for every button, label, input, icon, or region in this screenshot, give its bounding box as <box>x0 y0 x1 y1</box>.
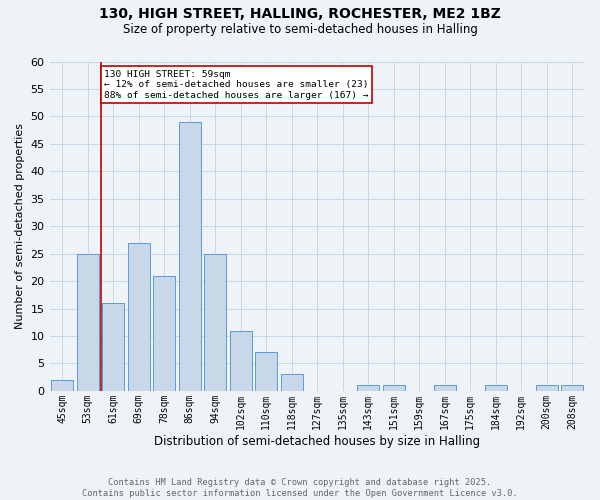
Bar <box>77 254 98 391</box>
Bar <box>256 352 277 391</box>
Bar <box>154 276 175 391</box>
Y-axis label: Number of semi-detached properties: Number of semi-detached properties <box>15 123 25 329</box>
Text: Contains HM Land Registry data © Crown copyright and database right 2025.
Contai: Contains HM Land Registry data © Crown c… <box>82 478 518 498</box>
Bar <box>434 386 455 391</box>
Bar <box>485 386 506 391</box>
Bar <box>230 330 251 391</box>
X-axis label: Distribution of semi-detached houses by size in Halling: Distribution of semi-detached houses by … <box>154 434 481 448</box>
Bar <box>128 242 149 391</box>
Bar <box>103 303 124 391</box>
Bar <box>52 380 73 391</box>
Text: Size of property relative to semi-detached houses in Halling: Size of property relative to semi-detach… <box>122 22 478 36</box>
Bar <box>358 386 379 391</box>
Text: 130, HIGH STREET, HALLING, ROCHESTER, ME2 1BZ: 130, HIGH STREET, HALLING, ROCHESTER, ME… <box>99 8 501 22</box>
Bar <box>536 386 557 391</box>
Text: 130 HIGH STREET: 59sqm
← 12% of semi-detached houses are smaller (23)
88% of sem: 130 HIGH STREET: 59sqm ← 12% of semi-det… <box>104 70 369 100</box>
Bar <box>179 122 200 391</box>
Bar <box>383 386 404 391</box>
Bar <box>281 374 302 391</box>
Bar <box>205 254 226 391</box>
Bar <box>562 386 583 391</box>
